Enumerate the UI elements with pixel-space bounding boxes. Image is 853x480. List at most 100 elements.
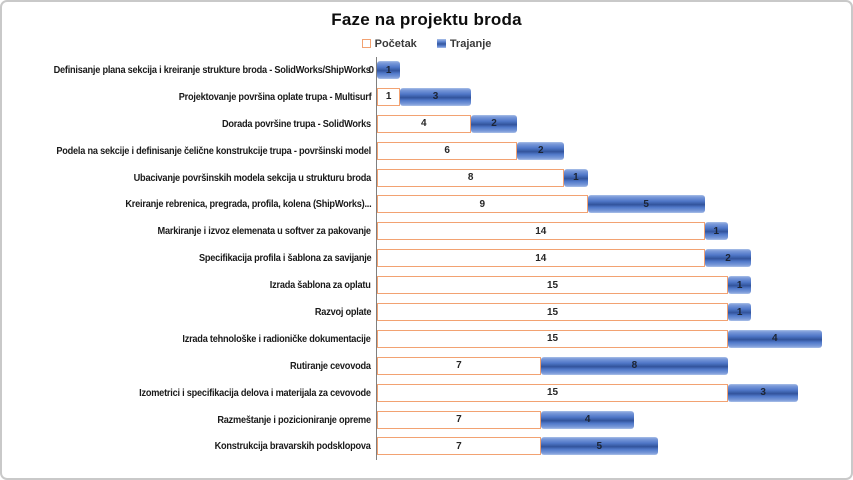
trajanje-bar: 3: [728, 383, 799, 402]
category-label-cell: Specifikacija profila i šablona za savij…: [2, 245, 376, 272]
pocetak-value: 15: [546, 333, 559, 345]
trajanje-value: 2: [491, 118, 497, 130]
pocetak-bar: 14: [377, 222, 705, 241]
category-label-cell: Konstrukcija bravarskih podsklopova: [2, 433, 376, 460]
pocetak-value: 7: [456, 414, 462, 426]
trajanje-value: 5: [596, 440, 603, 452]
trajanje-bar: 5: [540, 437, 658, 456]
trajanje-value: 1: [736, 306, 743, 318]
trajanje-bar: 2: [470, 114, 518, 133]
category-label: Konstrukcija bravarskih podsklopova: [214, 441, 371, 453]
category-label-cell: Izometrici i specifikacija delova i mate…: [2, 380, 376, 407]
pocetak-bar: 15: [377, 276, 728, 295]
category-label-cell: Definisanje plana sekcija i kreiranje st…: [2, 57, 376, 84]
trajanje-value: 2: [538, 145, 544, 157]
trajanje-bar: 1: [728, 276, 752, 295]
pocetak-value: 14: [535, 225, 547, 237]
chart-row: Specifikacija profila i šablona za savij…: [2, 245, 851, 273]
category-label: Razvoj oplate: [314, 306, 372, 318]
trajanje-bar: 2: [704, 249, 752, 268]
trajanje-swatch-icon: [436, 39, 446, 48]
trajanje-value: 4: [772, 333, 778, 345]
pocetak-bar: 14: [377, 249, 705, 268]
category-label: Kreiranje rebrenica, pregrada, profila, …: [124, 199, 371, 211]
trajanje-bar: 4: [540, 410, 635, 429]
legend-item-trajanje: Trajanje: [436, 38, 491, 50]
pocetak-value: 1: [385, 91, 392, 103]
pocetak-swatch-icon: [361, 39, 371, 48]
chart-row: Kreiranje rebrenica, pregrada, profila, …: [2, 191, 851, 219]
row-plot-cell: 15 4: [376, 325, 845, 353]
trajanje-value: 4: [584, 414, 591, 426]
pocetak-value: 7: [456, 360, 462, 372]
category-label: Rutiranje cevovoda: [290, 360, 371, 372]
pocetak-value: 8: [467, 172, 474, 184]
chart-row: Rutiranje cevovoda 7 8: [2, 352, 851, 380]
category-label: Markiranje i izvoz elemenata u softver z…: [157, 226, 371, 238]
pocetak-value: 15: [546, 279, 559, 291]
category-label-cell: Dorada površine trupa - SolidWorks: [2, 111, 376, 138]
trajanje-value: 1: [736, 279, 743, 291]
category-label-cell: Izrada šablona za oplatu: [2, 272, 376, 299]
trajanje-value: 3: [760, 387, 766, 399]
pocetak-value: 15: [546, 306, 559, 318]
trajanje-bar: 1: [377, 61, 401, 79]
chart-row: Izrada šablona za oplatu 15 1: [2, 272, 851, 300]
trajanje-bar: 4: [728, 329, 822, 348]
chart-row: Definisanje plana sekcija i kreiranje st…: [2, 57, 851, 84]
category-label: Ubacivanje površinskih modela sekcija u …: [133, 172, 372, 184]
trajanje-value: 3: [432, 91, 439, 103]
chart-row: Razmeštanje i pozicioniranje opreme 7 4: [2, 406, 851, 434]
row-plot-cell: 14 2: [376, 245, 845, 273]
category-label: Definisanje plana sekcija i kreiranje st…: [53, 64, 371, 76]
chart-row: Projektovanje površina oplate trupa - Mu…: [2, 83, 851, 111]
category-label-cell: Razvoj oplate: [2, 299, 376, 326]
category-label: Specifikacija profila i šablona za savij…: [198, 253, 372, 265]
trajanje-value: 2: [725, 252, 731, 264]
category-label: Razmeštanje i pozicioniranje opreme: [217, 414, 371, 426]
row-plot-cell: 15 1: [376, 272, 845, 300]
pocetak-value: 4: [421, 118, 427, 130]
pocetak-bar: 15: [377, 383, 728, 402]
category-label-cell: Rutiranje cevovoda: [2, 353, 376, 380]
pocetak-bar: 4: [377, 114, 471, 133]
trajanje-bar: 2: [517, 141, 565, 160]
category-label: Izometrici i specifikacija delova i mate…: [139, 387, 371, 399]
category-label-cell: Podela na sekcije i definisanje čelične …: [2, 138, 376, 165]
pocetak-value: 6: [444, 145, 450, 157]
pocetak-value: 9: [479, 198, 486, 210]
pocetak-bar: 6: [377, 141, 518, 160]
trajanje-value: 1: [713, 225, 720, 237]
pocetak-bar: 8: [377, 168, 565, 187]
pocetak-value: 7: [456, 440, 462, 452]
category-label: Podela na sekcije i definisanje čelične …: [56, 145, 371, 157]
row-plot-cell: 15 1: [376, 299, 845, 326]
trajanje-value: 1: [573, 172, 579, 184]
row-plot-cell: 14 1: [376, 218, 845, 246]
category-label-cell: Ubacivanje površinskih modela sekcija u …: [2, 165, 376, 192]
chart-legend: Početak Trajanje: [2, 37, 851, 50]
pocetak-value: 0: [368, 64, 374, 76]
chart-row: Razvoj oplate 15 1: [2, 299, 851, 326]
trajanje-value: 8: [631, 360, 638, 372]
category-label-cell: Izrada tehnološke i radioničke dokumenta…: [2, 326, 376, 353]
pocetak-bar: 7: [377, 437, 541, 456]
chart-row: Podela na sekcije i definisanje čelične …: [2, 137, 851, 165]
pocetak-bar: 7: [377, 410, 541, 429]
chart-row: Dorada površine trupa - SolidWorks 4 2: [2, 110, 851, 138]
category-label: Projektovanje površina oplate trupa - Mu…: [178, 91, 371, 103]
category-label: Dorada površine trupa - SolidWorks: [222, 118, 371, 130]
pocetak-bar: 7: [377, 356, 541, 375]
category-label-cell: Markiranje i izvoz elemenata u softver z…: [2, 218, 376, 245]
chart-row: Izometrici i specifikacija delova i mate…: [2, 379, 851, 407]
trajanje-value: 5: [643, 198, 649, 210]
chart-row: Izrada tehnološke i radioničke dokumenta…: [2, 325, 851, 353]
